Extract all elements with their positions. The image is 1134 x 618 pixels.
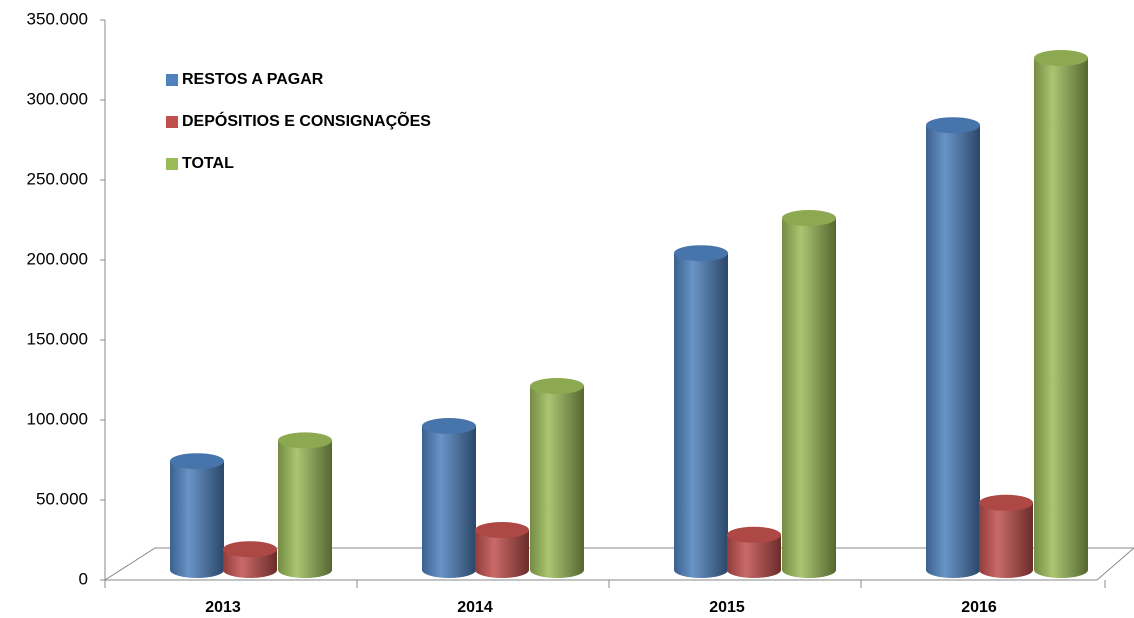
legend-label: TOTAL <box>182 155 234 172</box>
bar-top <box>782 210 836 226</box>
bar <box>223 549 277 578</box>
bar <box>422 426 476 578</box>
legend-swatch <box>166 116 178 128</box>
bar-top <box>727 526 781 543</box>
bar <box>979 502 1033 578</box>
bar-top <box>674 245 728 262</box>
bar-top <box>278 432 332 449</box>
legend-label: RESTOS A PAGAR <box>182 71 324 88</box>
bar <box>727 534 781 578</box>
y-tick-label: 100.000 <box>27 409 88 428</box>
floor <box>103 547 1134 581</box>
bar-top <box>475 522 529 538</box>
y-tick-label: 50.000 <box>36 489 88 508</box>
bar-top <box>979 494 1033 511</box>
x-tick-label: 2015 <box>709 599 745 616</box>
y-tick-label: 250.000 <box>27 169 88 188</box>
bar-top <box>926 117 980 134</box>
bar <box>674 253 728 578</box>
y-tick-label: 200.000 <box>27 249 88 268</box>
bar <box>926 125 980 578</box>
bar-top <box>170 453 224 470</box>
x-tick-label: 2016 <box>961 599 997 616</box>
bar <box>782 218 836 578</box>
bar-top <box>422 418 476 434</box>
bar <box>475 530 529 578</box>
bar <box>530 386 584 578</box>
y-tick-label: 150.000 <box>27 329 88 348</box>
bar <box>1034 58 1088 578</box>
legend-swatch <box>166 158 178 170</box>
legend-swatch <box>166 74 178 86</box>
x-tick-label: 2013 <box>205 599 241 616</box>
y-tick-label: 300.000 <box>27 89 88 108</box>
bar-top <box>530 378 584 394</box>
bar <box>170 461 224 578</box>
bar-top <box>223 541 277 558</box>
bar <box>278 440 332 578</box>
x-tick-label: 2014 <box>457 599 493 616</box>
y-tick-label: 0 <box>79 569 88 588</box>
y-tick-label: 350.000 <box>27 9 88 28</box>
legend-label: DEPÓSITIOS E CONSIGNAÇÕES <box>182 110 431 130</box>
bar-top <box>1034 50 1088 66</box>
